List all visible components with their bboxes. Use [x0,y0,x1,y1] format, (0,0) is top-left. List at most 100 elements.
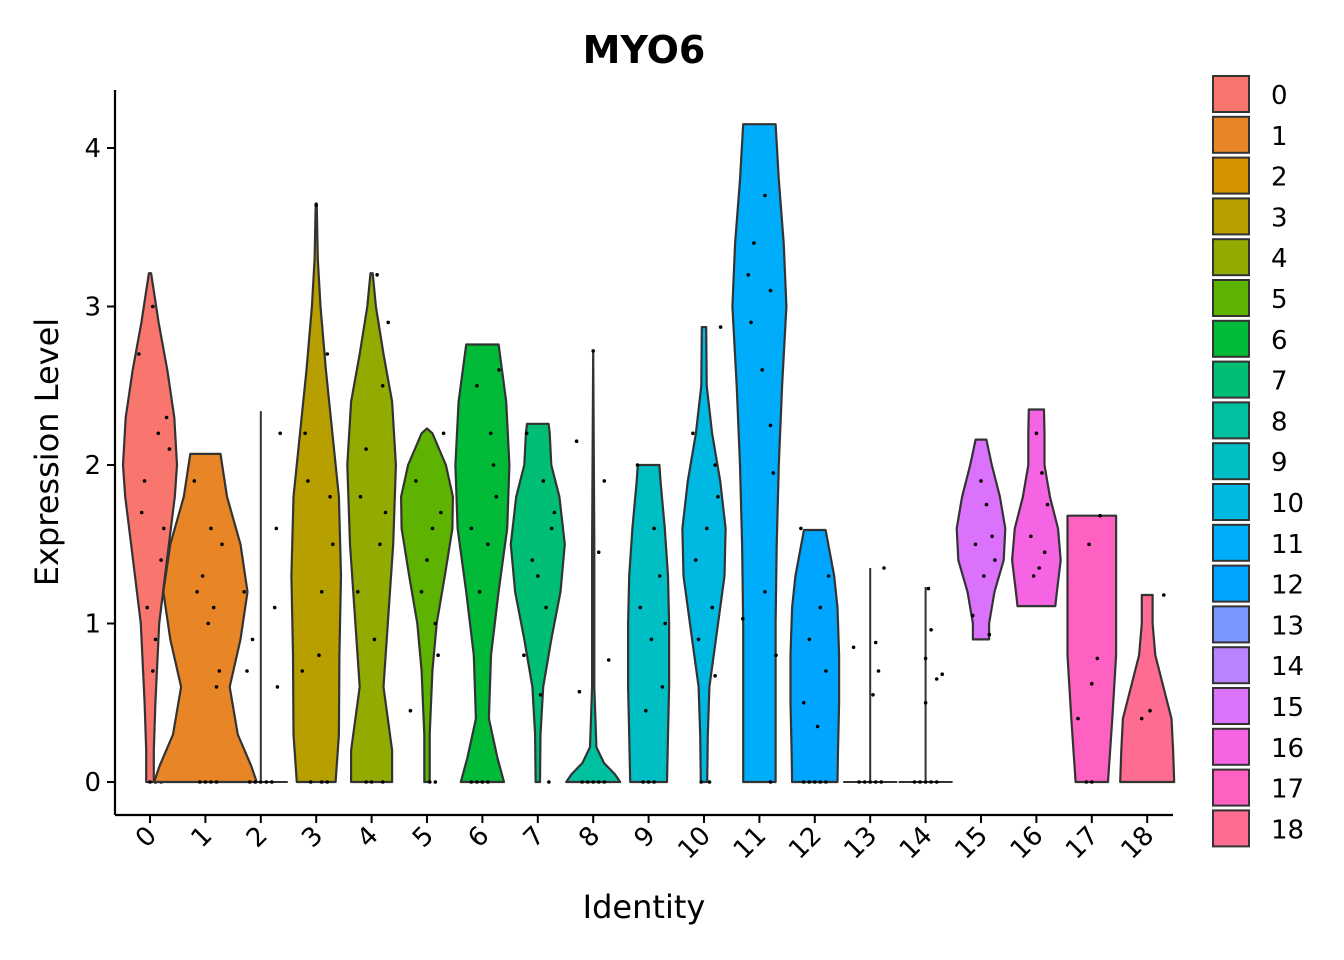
data-point [763,590,767,594]
data-point [1139,716,1144,721]
x-tick-label: 17 [1060,821,1105,866]
data-point [441,431,446,436]
data-point [926,586,931,591]
data-point [646,780,651,784]
violin-group [454,343,511,784]
data-point [826,574,831,578]
data-point [491,463,496,467]
data-point [970,613,975,618]
data-point [1076,716,1080,721]
data-point [247,780,252,784]
data-point [209,526,213,531]
violin-group [346,272,397,784]
data-point [768,780,773,784]
data-point [641,780,645,784]
violin-shape [731,123,788,784]
violin-group [400,427,454,784]
data-point [378,542,382,547]
data-point [807,637,812,642]
legend-swatch [1212,809,1250,848]
x-tick-label: 14 [894,821,939,866]
data-point [574,439,579,444]
legend-swatch [1212,360,1250,399]
data-point [380,384,385,388]
violin-group [509,422,566,784]
data-point [718,325,723,329]
data-point [824,669,828,673]
data-point [137,352,141,356]
legend-swatch [1212,401,1250,440]
data-point [380,780,385,784]
data-point [549,526,554,531]
data-point [862,780,867,784]
data-point [760,368,764,372]
violin-group [121,272,179,784]
data-point [771,471,776,475]
x-tick-label: 1 [185,821,218,854]
data-point [552,510,557,515]
data-point [918,780,922,784]
data-point [1090,780,1094,784]
x-tick-label: 10 [672,821,717,866]
violin-shape [681,326,727,784]
data-point [162,526,166,531]
legend-label: 16 [1271,734,1304,764]
data-point [749,320,753,325]
data-point [433,621,438,626]
legend-swatch [1212,442,1250,481]
violin-group [153,452,258,784]
legend-label: 0 [1271,81,1288,111]
data-point [934,780,939,784]
y-axis-title: Expression Level [28,318,66,586]
data-point [871,693,875,697]
data-point [486,780,490,784]
data-point [1029,534,1033,539]
violin-shape [454,343,511,784]
data-point [356,590,360,594]
data-point [990,534,994,539]
legend-label: 8 [1271,407,1288,437]
y-tick-label: 1 [84,610,101,640]
data-point [716,494,720,499]
data-point [929,628,933,632]
data-point [167,447,172,451]
data-point [596,780,601,784]
data-point [530,558,535,562]
data-point [993,558,997,562]
data-point [408,708,413,713]
data-point [317,653,321,657]
data-point [813,780,817,784]
data-point [151,304,155,309]
data-point [477,590,482,594]
data-point [220,542,224,547]
legend-label: 11 [1271,530,1304,560]
data-point [145,605,149,610]
violin-shape [346,272,397,784]
violin-group [1066,513,1118,784]
data-point [303,431,307,436]
legend-swatch [1212,197,1250,236]
data-point [1090,681,1094,686]
data-point [536,574,540,578]
violin-group [681,325,727,784]
violin-group [898,586,953,784]
data-point [602,479,607,483]
legend-label: 9 [1271,448,1288,478]
x-tick-label: 7 [518,821,551,854]
data-point [1034,431,1039,436]
data-point [741,616,745,621]
plot-area [121,123,1176,784]
data-point [1148,708,1152,713]
data-point [278,431,283,436]
data-point [200,574,205,578]
data-point [522,653,526,657]
data-point [325,780,330,784]
violin-shape [627,463,671,784]
data-point [768,288,773,293]
x-tick-label: 18 [1116,821,1161,866]
data-point [652,780,656,784]
data-point [547,780,551,784]
data-point [713,463,717,467]
data-point [192,479,197,483]
data-point [606,658,611,662]
